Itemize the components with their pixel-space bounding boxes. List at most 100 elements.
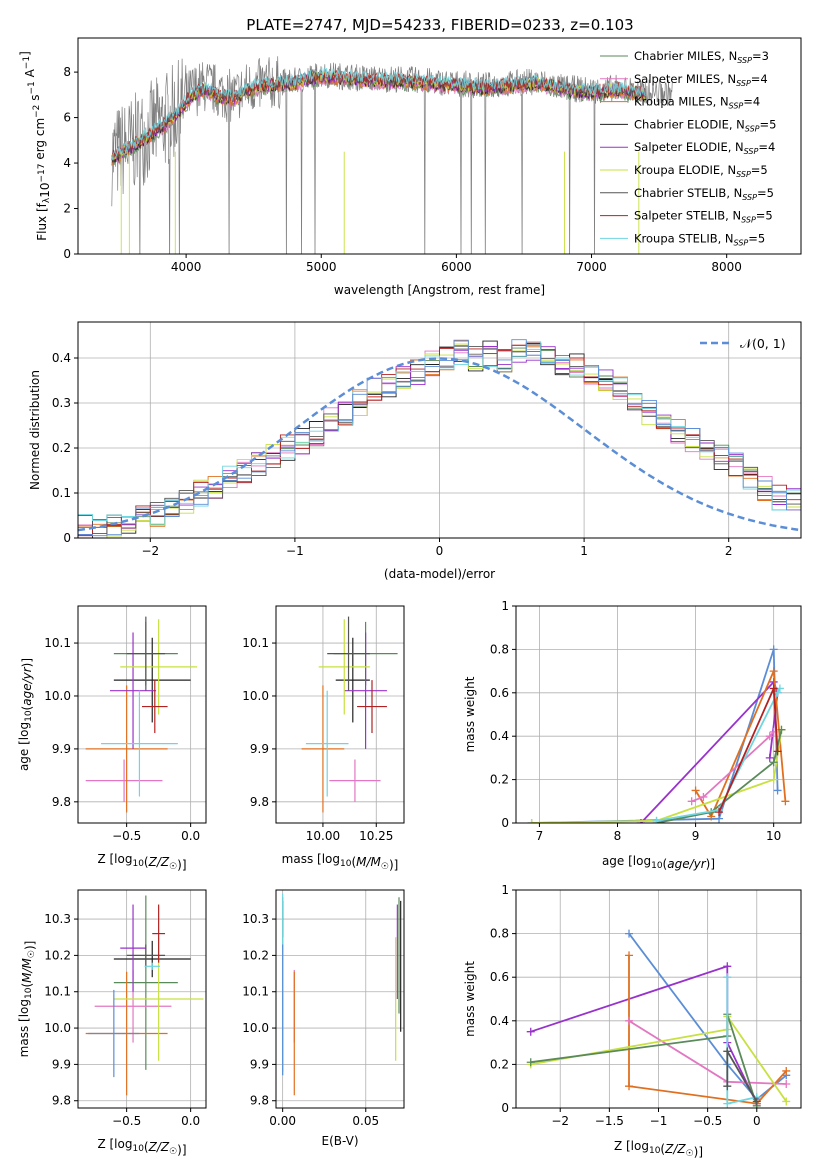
- weight-marker: [527, 819, 536, 823]
- weight-marker: [773, 688, 782, 697]
- y-tick-label: 0: [63, 531, 71, 545]
- y-tick-label: 10.0: [242, 689, 269, 703]
- plot-area: [527, 645, 790, 823]
- weight-marker: [526, 1027, 535, 1036]
- y-tick-label: 1: [501, 883, 509, 897]
- x-tick-label: −0.5: [112, 829, 141, 843]
- weight-series: [530, 965, 758, 1104]
- weight-marker: [723, 1047, 732, 1056]
- weight-marker: [526, 1058, 535, 1067]
- y-tick-label: 0.4: [490, 1014, 509, 1028]
- axes-frame: [77, 321, 802, 539]
- chart-residuals: −2 −1 0 1 2 0 0.1 0.2 0.3 0.4 𝒩(0, 1) (data-model)/…: [28, 321, 802, 581]
- y-tick-label: 9.8: [250, 795, 269, 809]
- weight-marker: [769, 758, 778, 767]
- y-tick-label: 9.8: [52, 795, 71, 809]
- y-tick-label: 0.6: [490, 970, 509, 984]
- y-tick-label: 8: [63, 65, 71, 79]
- y-tick-label: 9.9: [52, 742, 71, 756]
- weight-marker: [625, 951, 634, 960]
- x-tick-label: 0.0: [181, 1114, 200, 1128]
- axes-frame: [275, 889, 405, 1109]
- x-tick-label: 7000: [576, 260, 607, 274]
- legend-label: Salpeter STELIB, NSSP=5: [634, 209, 773, 225]
- y-tick-label: 0.8: [490, 642, 509, 656]
- legend: Chabrier MILES, NSSP=3 Salpeter MILES, NS…: [600, 49, 776, 247]
- weight-marker: [769, 775, 778, 784]
- axes-frame: [515, 605, 802, 824]
- y-tick-label: 1: [501, 599, 509, 613]
- weight-series: [691, 731, 775, 803]
- legend-label: Chabrier MILES, NSSP=3: [634, 49, 769, 65]
- y-axis-label: age [log10(age/yr)]: [17, 658, 34, 771]
- axes-frame: [515, 889, 802, 1109]
- legend-label: Salpeter ELODIE, NSSP=4: [634, 140, 775, 156]
- axes-frame: [77, 889, 207, 1109]
- chart-mass-vs-ebv: 0.00 0.05 9.8 9.9 10.0 10.1 10.2 10.3 E(B-V): [242, 889, 405, 1148]
- x-axis-label: Z [log10(Z/Z☉)]: [97, 852, 186, 872]
- x-tick-label: −2: [551, 1114, 569, 1128]
- y-axis-label: Normed distribution: [28, 370, 42, 490]
- y-tick-label: 0.3: [52, 396, 71, 410]
- y-tick-label: 0.2: [52, 441, 71, 455]
- x-tick-label: 0: [436, 544, 444, 558]
- y-tick-label: 9.8: [52, 1094, 71, 1108]
- y-tick-label: 9.8: [250, 1094, 269, 1108]
- x-tick-label: 2: [725, 544, 733, 558]
- x-axis-label: Z [log10(Z/Z☉)]: [97, 1137, 186, 1157]
- weight-marker: [769, 667, 778, 676]
- weight-marker: [765, 753, 774, 762]
- figure-title: PLATE=2747, MJD=54233, FIBERID=0233, z=0…: [246, 16, 633, 34]
- y-tick-label: 0.4: [52, 351, 71, 365]
- weight-marker: [781, 797, 790, 806]
- x-tick-label: 8000: [711, 260, 742, 274]
- y-tick-label: 10.3: [44, 912, 71, 926]
- chart-age-vs-Z: −0.5 0.0 9.8 9.9 10.0 10.1 Z [log10(Z/Z☉)] age …: [17, 605, 207, 872]
- x-tick-label: 10.00: [306, 829, 340, 843]
- weight-marker: [777, 725, 786, 734]
- legend-label: Salpeter MILES, NSSP=4: [634, 72, 768, 88]
- y-tick-label: 0: [63, 247, 71, 261]
- x-tick-label: 5000: [306, 260, 337, 274]
- y-tick-label: 0.6: [490, 686, 509, 700]
- y-axis-label: mass weight: [463, 676, 477, 752]
- legend-label: 𝒩(0, 1): [740, 336, 786, 351]
- chart-mass-vs-Z: −0.5 0.0 9.8 9.9 10.0 10.1 10.2 10.3 Z [log10(Z/…: [17, 889, 207, 1157]
- x-axis-label: mass [log10(M/M☉)]: [282, 852, 399, 872]
- y-tick-label: 0.2: [490, 773, 509, 787]
- weight-marker: [691, 786, 700, 795]
- chart-age-vs-mass: 10.00 10.25 9.8 9.9 10.0 10.1 mass [log10(M/M☉…: [242, 605, 405, 872]
- weight-marker: [625, 1082, 634, 1091]
- x-tick-label: 6000: [441, 260, 472, 274]
- weight-marker: [715, 808, 724, 817]
- x-tick-label: 0.00: [269, 1114, 296, 1128]
- y-tick-label: 2: [63, 202, 71, 216]
- histogram-series: [78, 346, 801, 536]
- x-tick-label: 9: [692, 829, 700, 843]
- x-tick-label: −0.5: [693, 1114, 722, 1128]
- x-axis-label: E(B-V): [321, 1134, 358, 1148]
- weight-marker: [723, 962, 732, 971]
- weight-marker: [773, 786, 782, 795]
- x-axis-label: Z [log10(Z/Z☉)]: [614, 1139, 703, 1159]
- y-tick-label: 9.9: [250, 742, 269, 756]
- y-tick-label: 9.9: [52, 1057, 71, 1071]
- legend-label: Kroupa ELODIE, NSSP=5: [634, 163, 768, 179]
- x-tick-label: 7: [536, 829, 544, 843]
- x-tick-label: −1: [650, 1114, 668, 1128]
- histogram-series: [78, 340, 801, 538]
- model-spectrum: [111, 69, 646, 161]
- y-tick-label: 10.0: [44, 1021, 71, 1035]
- y-tick-label: 10.0: [242, 1021, 269, 1035]
- y-tick-label: 0.4: [490, 729, 509, 743]
- y-tick-label: 10.3: [242, 912, 269, 926]
- x-tick-label: 0.0: [181, 829, 200, 843]
- y-tick-label: 10.1: [242, 985, 269, 999]
- y-tick-label: 0.1: [52, 486, 71, 500]
- axes-frame: [77, 37, 802, 255]
- x-tick-label: 10.25: [359, 829, 393, 843]
- weight-marker: [723, 1082, 732, 1091]
- x-tick-label: −1.5: [595, 1114, 624, 1128]
- x-tick-label: 0: [753, 1114, 761, 1128]
